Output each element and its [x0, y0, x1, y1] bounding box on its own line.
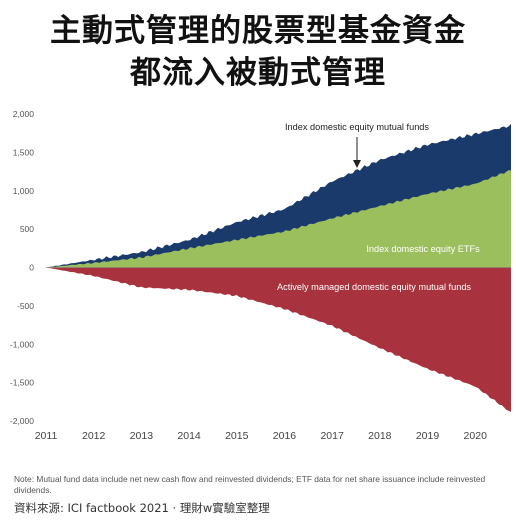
series-area-actively-managed: [46, 267, 511, 412]
x-tick-label: 2012: [82, 430, 106, 442]
x-tick-label: 2011: [35, 430, 58, 442]
x-tick-label: 2019: [416, 430, 440, 442]
y-tick-label: 1,500: [13, 147, 35, 157]
chart-note: Note: Mutual fund data include net new c…: [14, 474, 486, 495]
chart-title-line-1: 主動式管理的股票型基金資金: [50, 13, 466, 49]
annotation-index-mutual-funds: Index domestic equity mutual funds: [285, 122, 429, 132]
chart-title-line-2: 都流入被動式管理: [130, 55, 386, 91]
y-tick-label: 0: [29, 263, 34, 273]
y-tick-label: -1,500: [10, 378, 34, 388]
x-tick-label: 2013: [130, 430, 154, 442]
x-tick-label: 2015: [225, 430, 249, 442]
x-tick-label: 2016: [273, 430, 297, 442]
y-tick-label: 1,000: [13, 186, 35, 196]
y-tick-label: 2,000: [13, 109, 35, 119]
y-tick-label: 500: [20, 224, 34, 234]
annotation-actively-managed: Actively managed domestic equity mutual …: [277, 282, 471, 292]
y-tick-label: -2,000: [10, 416, 34, 426]
source-credit: 資料來源: ICI factbook 2021 · 理財w實驗室整理: [14, 501, 270, 515]
x-tick-label: 2014: [177, 430, 201, 442]
series-area-index-etfs: [46, 170, 511, 268]
annotation-arrow-head: [353, 160, 361, 168]
x-tick-label: 2018: [368, 430, 392, 442]
area-chart: 2,000 1,500 1,000 500 0 -500 -1,000 -1,500 -2,00…: [10, 109, 511, 442]
y-tick-label: -1,000: [10, 339, 34, 349]
x-tick-label: 2017: [320, 430, 344, 442]
x-tick-label: 2020: [464, 430, 488, 442]
annotation-index-etfs: Index domestic equity ETFs: [366, 244, 480, 254]
y-tick-label: -500: [17, 301, 34, 311]
